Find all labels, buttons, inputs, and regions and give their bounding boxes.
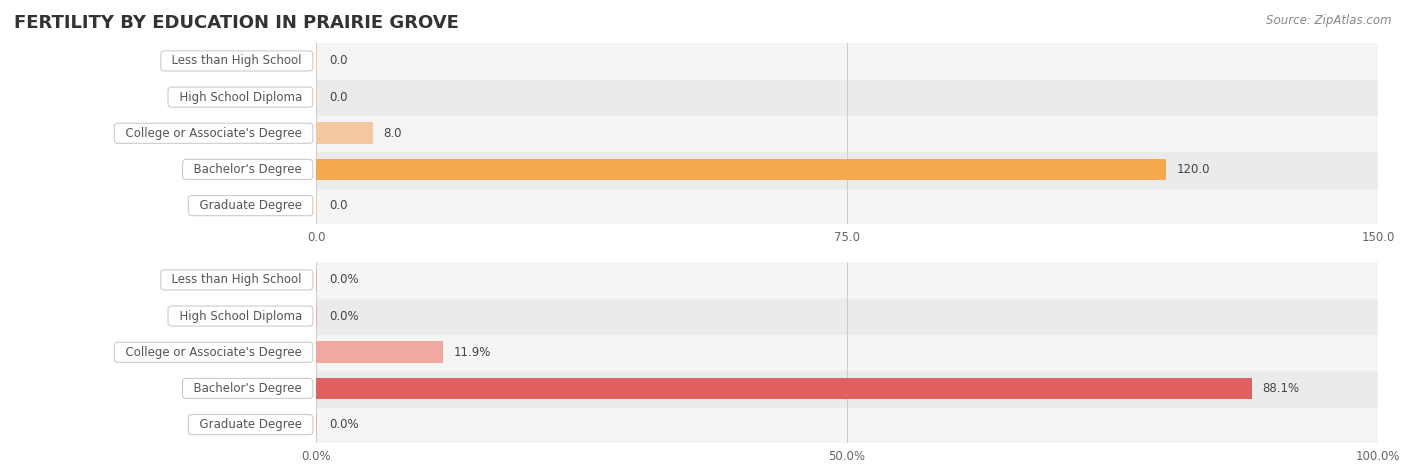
Bar [316,115,1378,151]
Bar [316,370,1378,407]
Bar [316,298,1378,334]
Bar [316,159,1166,180]
Text: Less than High School: Less than High School [165,54,309,68]
Bar [316,341,443,363]
Text: 8.0: 8.0 [384,127,402,140]
Text: 0.0: 0.0 [329,54,347,68]
Bar [316,151,1378,188]
Bar [316,334,1378,370]
Text: College or Associate's Degree: College or Associate's Degree [118,346,309,359]
Text: 120.0: 120.0 [1177,163,1209,176]
Text: Graduate Degree: Graduate Degree [191,418,309,431]
Bar [316,188,1378,224]
Text: 11.9%: 11.9% [453,346,491,359]
Bar [316,79,1378,115]
Text: 0.0: 0.0 [329,199,347,212]
Text: Source: ZipAtlas.com: Source: ZipAtlas.com [1267,14,1392,27]
Text: Bachelor's Degree: Bachelor's Degree [186,382,309,395]
Text: 0.0%: 0.0% [329,418,359,431]
Text: 0.0%: 0.0% [329,273,359,287]
Bar [316,407,1378,443]
Text: College or Associate's Degree: College or Associate's Degree [118,127,309,140]
Bar [316,122,373,144]
Bar [316,43,1378,79]
Text: 0.0: 0.0 [329,90,347,104]
Bar [316,262,1378,298]
Text: 0.0%: 0.0% [329,309,359,323]
Text: Bachelor's Degree: Bachelor's Degree [186,163,309,176]
Text: Less than High School: Less than High School [165,273,309,287]
Text: FERTILITY BY EDUCATION IN PRAIRIE GROVE: FERTILITY BY EDUCATION IN PRAIRIE GROVE [14,14,458,32]
Text: High School Diploma: High School Diploma [172,309,309,323]
Text: Graduate Degree: Graduate Degree [191,199,309,212]
Text: High School Diploma: High School Diploma [172,90,309,104]
Bar [316,377,1251,399]
Text: 88.1%: 88.1% [1263,382,1299,395]
